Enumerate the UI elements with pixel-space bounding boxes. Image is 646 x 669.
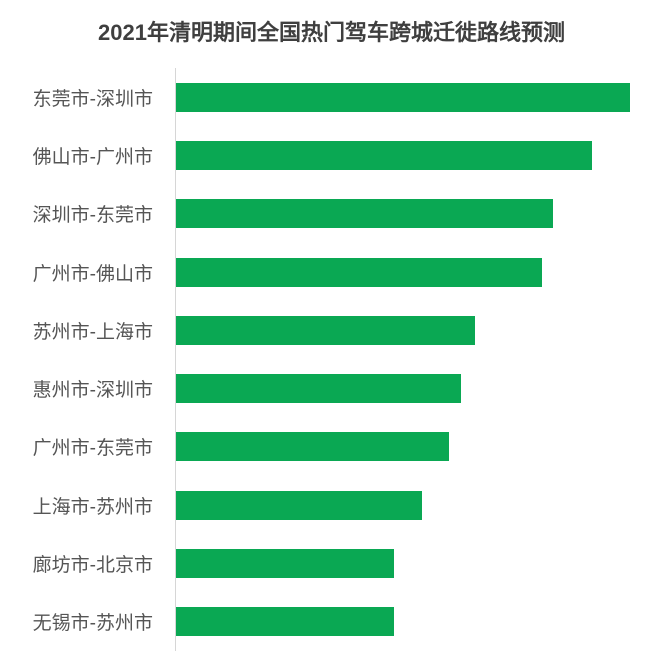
chart-row: 廊坊市-北京市 <box>0 534 646 592</box>
category-label: 无锡市-苏州市 <box>32 613 153 635</box>
plot-area: 东莞市-深圳市 佛山市-广州市 深圳市-东莞市 广州市-佛山市 苏州市-上海市 惠州市-深… <box>0 68 646 651</box>
bar-track <box>176 82 646 112</box>
category-label: 廊坊市-北京市 <box>32 555 153 577</box>
bar-广州市-东莞市[interactable] <box>176 432 449 462</box>
bar-track <box>176 257 646 287</box>
bar-track <box>176 607 646 637</box>
category-label: 东莞市-深圳市 <box>32 88 153 110</box>
chart-row: 广州市-东莞市 <box>0 418 646 476</box>
bar-佛山市-广州市[interactable] <box>176 140 592 170</box>
chart-row: 广州市-佛山市 <box>0 243 646 301</box>
bar-广州市-佛山市[interactable] <box>176 257 542 287</box>
chart-title: 2021年清明期间全国热门驾车跨城迁徙路线预测 <box>98 20 565 45</box>
category-label: 佛山市-广州市 <box>32 146 153 168</box>
bar-廊坊市-北京市[interactable] <box>176 549 394 579</box>
y-axis-line <box>175 68 176 651</box>
category-label: 深圳市-东莞市 <box>32 205 153 227</box>
chart-row: 无锡市-苏州市 <box>0 593 646 651</box>
bar-track <box>176 490 646 520</box>
category-label: 上海市-苏州市 <box>32 496 153 518</box>
chart-row: 惠州市-深圳市 <box>0 359 646 417</box>
bar-rows: 东莞市-深圳市 佛山市-广州市 深圳市-东莞市 广州市-佛山市 苏州市-上海市 惠州市-深… <box>0 68 646 651</box>
category-label: 广州市-佛山市 <box>32 263 153 285</box>
category-label: 苏州市-上海市 <box>32 321 153 343</box>
bar-无锡市-苏州市[interactable] <box>176 607 394 637</box>
category-label: 惠州市-深圳市 <box>32 380 153 402</box>
chart-row: 深圳市-东莞市 <box>0 185 646 243</box>
bar-track <box>176 199 646 229</box>
chart-row: 东莞市-深圳市 <box>0 68 646 126</box>
bar-track <box>176 549 646 579</box>
bar-苏州市-上海市[interactable] <box>176 315 475 345</box>
chart-row: 苏州市-上海市 <box>0 301 646 359</box>
bar-track <box>176 315 646 345</box>
chart-row: 佛山市-广州市 <box>0 126 646 184</box>
bar-深圳市-东莞市[interactable] <box>176 199 553 229</box>
bar-track <box>176 432 646 462</box>
category-label: 广州市-东莞市 <box>32 438 153 460</box>
bar-上海市-苏州市[interactable] <box>176 490 422 520</box>
bar-惠州市-深圳市[interactable] <box>176 374 461 404</box>
chart-row: 上海市-苏州市 <box>0 476 646 534</box>
bar-track <box>176 140 646 170</box>
bar-track <box>176 374 646 404</box>
bar-东莞市-深圳市[interactable] <box>176 82 630 112</box>
